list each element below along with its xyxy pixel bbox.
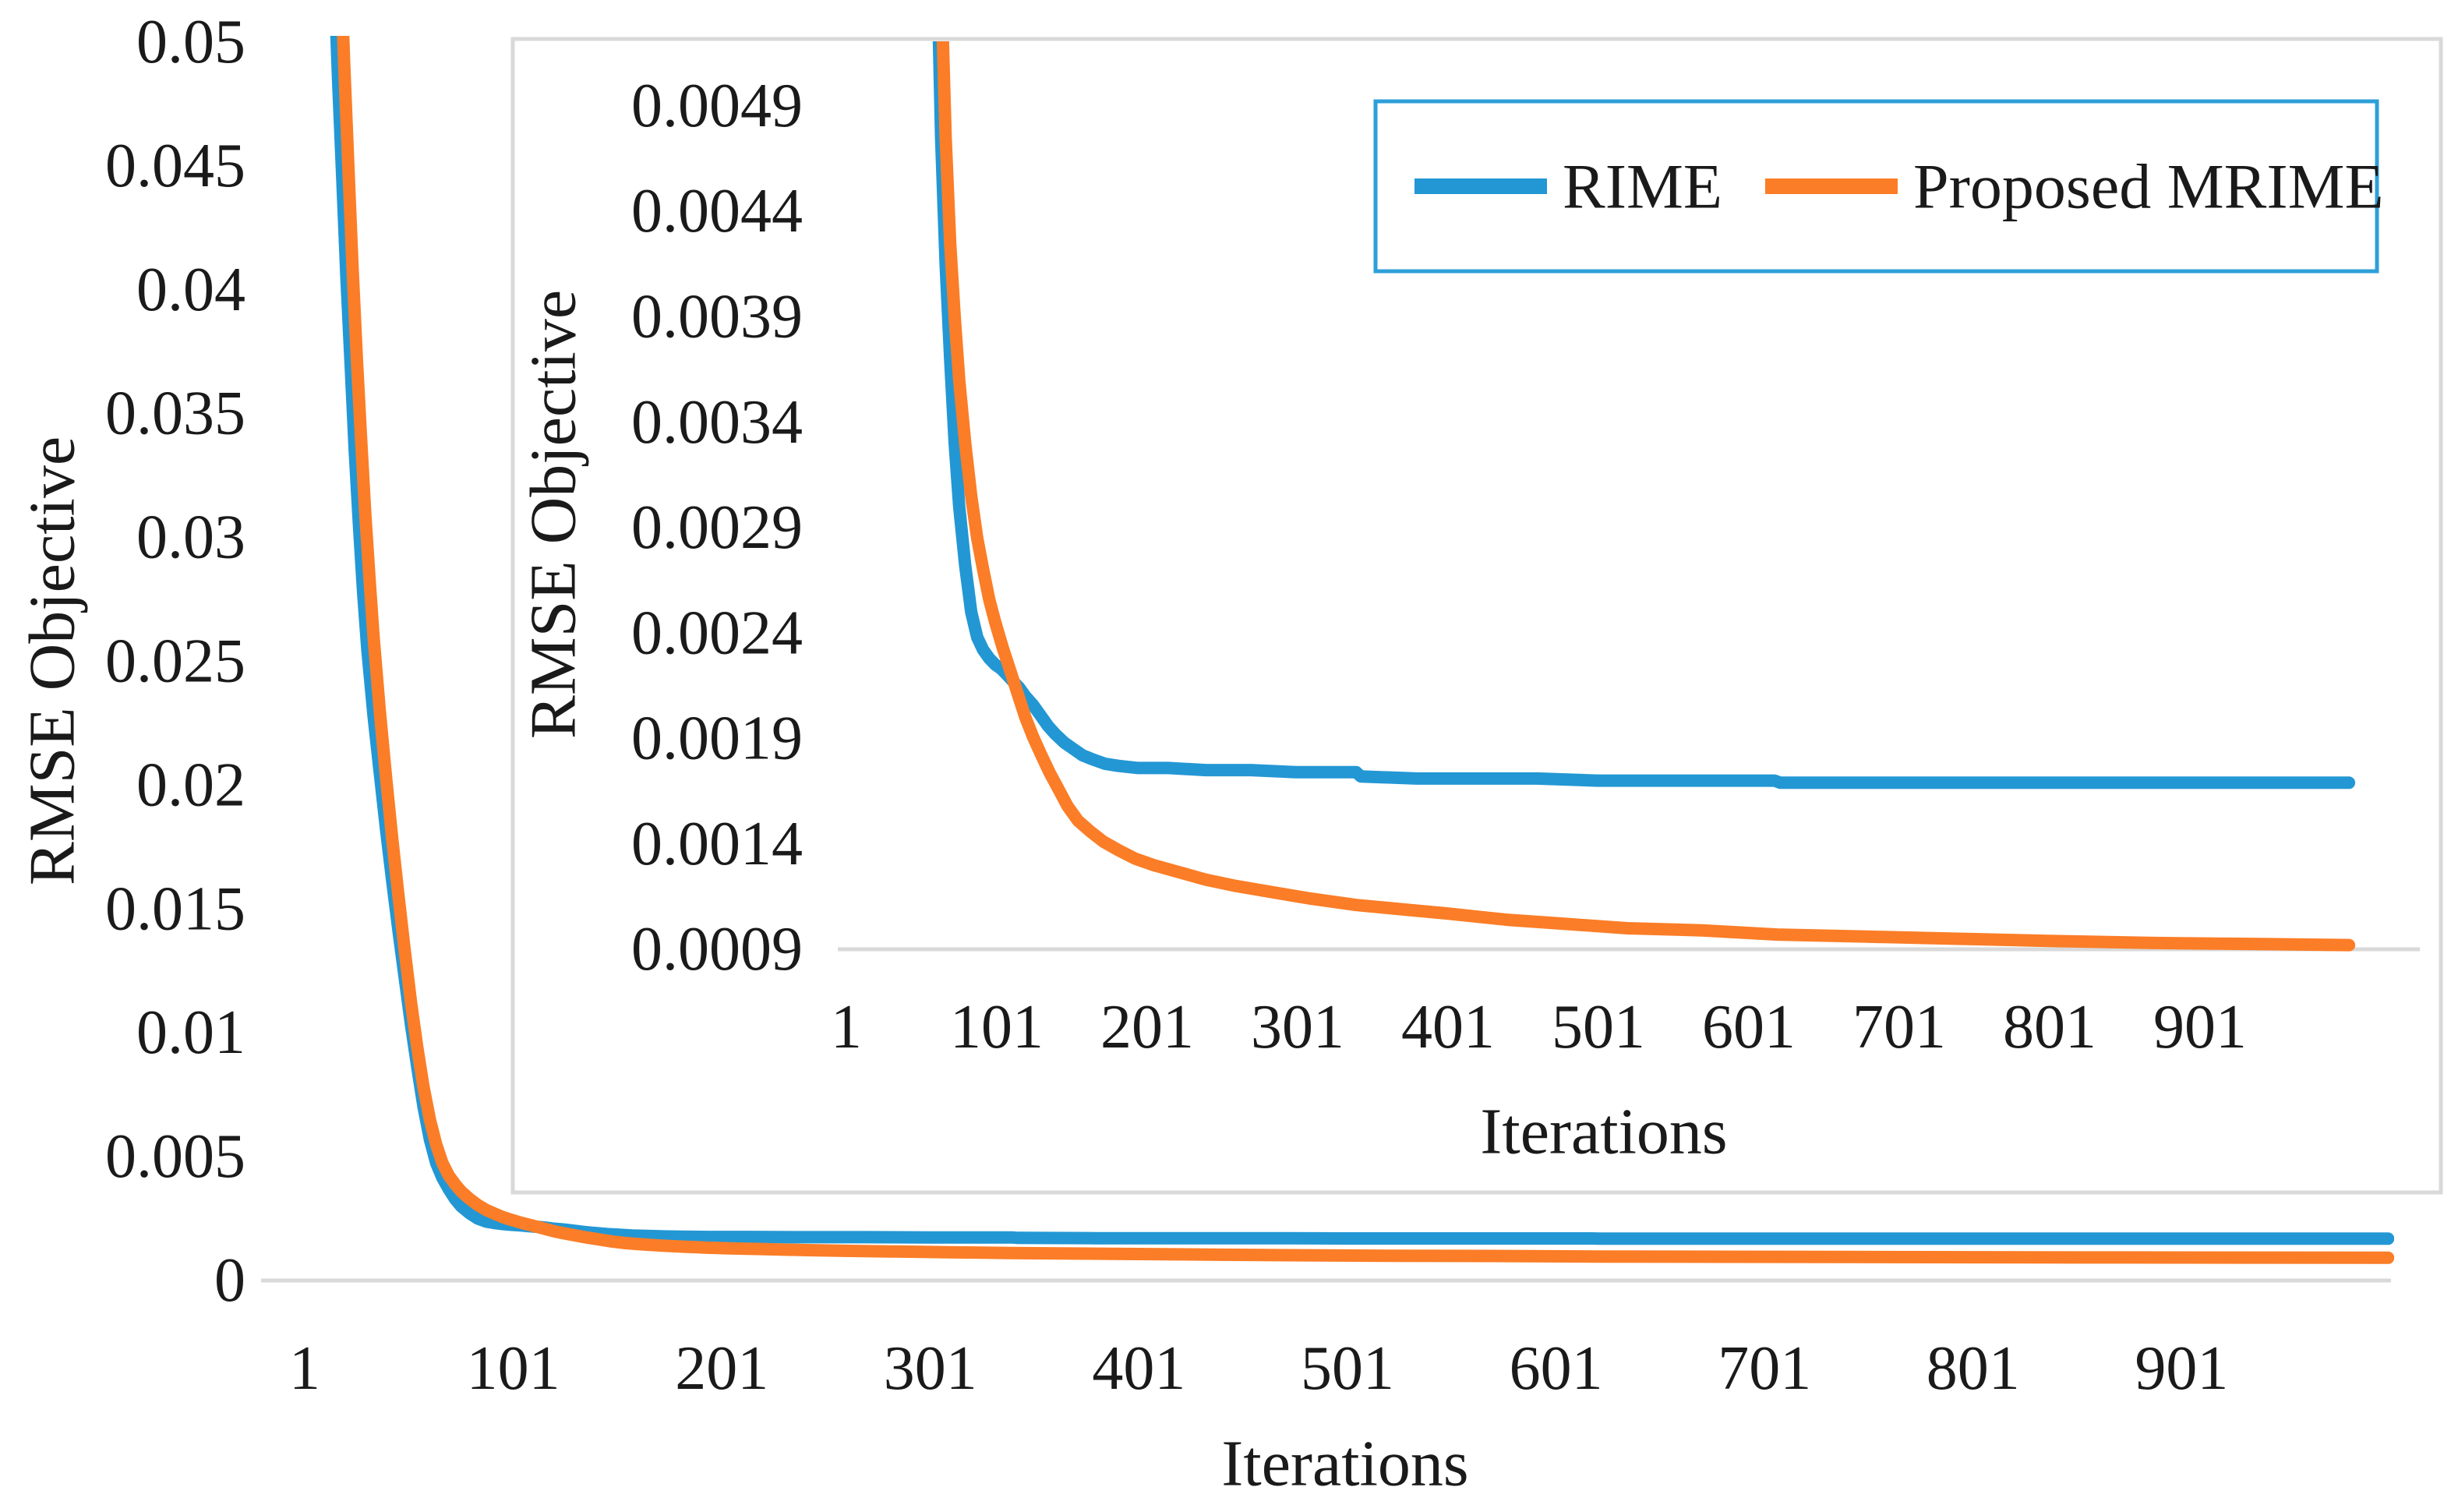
main-series bbox=[330, 36, 2394, 1264]
inset-y-tick-label: 0.0019 bbox=[631, 705, 803, 773]
main-y-axis-title: RMSE Objective bbox=[16, 436, 89, 885]
inset-y-tick-label: 0.0024 bbox=[631, 599, 803, 667]
main-series-proposed-mrime bbox=[337, 36, 2394, 1264]
inset-y-tick-label: 0.0039 bbox=[631, 283, 803, 352]
main-x-tick-label: 501 bbox=[1301, 1334, 1394, 1403]
inset-x-tick-label: 301 bbox=[1251, 993, 1344, 1062]
main-x-tick-label: 601 bbox=[1510, 1334, 1603, 1403]
inset-x-tick-label: 901 bbox=[2153, 993, 2247, 1062]
inset-x-tick-label: 801 bbox=[2003, 993, 2096, 1062]
inset-x-tick-label: 101 bbox=[950, 993, 1044, 1062]
inset-series-proposed-mrime bbox=[936, 41, 2356, 952]
main-y-tick-label: 0.025 bbox=[105, 627, 245, 696]
inset-series bbox=[932, 41, 2356, 952]
legend-label-rime: RIME bbox=[1563, 151, 1722, 222]
inset-y-axis-title: RMSE Objective bbox=[517, 290, 590, 739]
inset-x-tick-label: 201 bbox=[1100, 993, 1194, 1062]
main-y-tick-label: 0.01 bbox=[136, 998, 245, 1067]
main-y-tick-label: 0.04 bbox=[136, 256, 245, 324]
main-y-tick-label: 0.03 bbox=[136, 503, 245, 572]
inset-x-tick-label: 1 bbox=[831, 993, 862, 1062]
main-x-tick-labels: 1 101 201 301 401 501 601 701 801 901 bbox=[289, 1334, 2228, 1403]
main-x-tick-label: 801 bbox=[1927, 1334, 2020, 1403]
main-x-tick-label: 101 bbox=[467, 1334, 560, 1403]
legend-label-mrime: Proposed MRIME bbox=[1913, 151, 2384, 222]
main-x-tick-label: 301 bbox=[884, 1334, 977, 1403]
main-x-tick-label: 401 bbox=[1092, 1334, 1185, 1403]
main-chart: 0 0.005 0.01 0.015 0.02 0.025 0.03 0.035 0.04 0.0… bbox=[16, 8, 2394, 1500]
legend: RIME Proposed MRIME bbox=[1373, 99, 2384, 274]
main-x-axis-title: Iterations bbox=[1221, 1428, 1468, 1500]
main-x-tick-label: 1 bbox=[289, 1334, 320, 1403]
inset-y-tick-label: 0.0014 bbox=[631, 810, 803, 878]
inset-x-tick-label: 401 bbox=[1401, 993, 1495, 1062]
main-y-tick-labels: 0 0.005 0.01 0.015 0.02 0.025 0.03 0.035 0.04 0.0… bbox=[105, 8, 245, 1315]
inset-series-rime bbox=[932, 41, 2356, 790]
main-y-tick-label: 0.045 bbox=[105, 132, 245, 200]
inset-x-tick-labels: 1 101 201 301 401 501 601 701 801 901 bbox=[831, 993, 2247, 1062]
inset-x-axis-title: Iterations bbox=[1480, 1096, 1727, 1168]
inset-x-tick-label: 501 bbox=[1552, 993, 1645, 1062]
main-y-tick-label: 0.02 bbox=[136, 751, 245, 819]
inset-y-tick-label: 0.0049 bbox=[631, 72, 803, 140]
inset-y-tick-label: 0.0009 bbox=[631, 915, 803, 984]
main-y-tick-label: 0.035 bbox=[105, 380, 245, 448]
main-y-tick-label: 0.05 bbox=[136, 8, 245, 76]
main-y-tick-label: 0.015 bbox=[105, 874, 245, 943]
main-x-tick-label: 201 bbox=[675, 1334, 768, 1403]
inset-x-tick-label: 601 bbox=[1702, 993, 1796, 1062]
main-y-tick-label: 0.005 bbox=[105, 1122, 245, 1191]
inset-y-tick-label: 0.0044 bbox=[631, 177, 803, 246]
main-x-tick-label: 701 bbox=[1718, 1334, 1811, 1403]
main-x-tick-label: 901 bbox=[2135, 1334, 2228, 1403]
inset-y-tick-labels: 0.0009 0.0014 0.0019 0.0024 0.0029 0.0034 0.00… bbox=[631, 72, 803, 984]
inset-x-tick-label: 701 bbox=[1852, 993, 1946, 1062]
inset-y-tick-label: 0.0034 bbox=[631, 388, 803, 457]
inset-y-tick-label: 0.0029 bbox=[631, 493, 803, 562]
main-y-tick-label: 0 bbox=[214, 1246, 245, 1315]
